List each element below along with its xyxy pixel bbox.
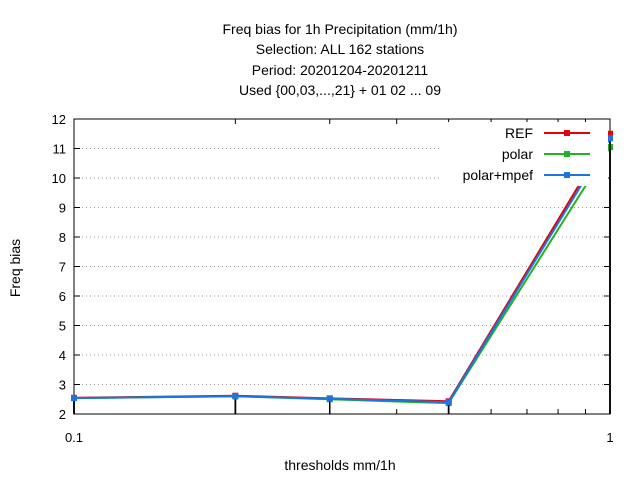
data-point [71,395,77,402]
y-tick-label: 8 [59,230,66,245]
y-tick-label: 9 [59,201,66,216]
y-tick-label: 11 [53,142,67,157]
legend-marker [564,130,570,136]
x-axis-label: thresholds mm/1h [284,457,395,473]
grid-lines [74,148,610,385]
y-tick-label: 7 [59,260,66,275]
data-point [607,130,613,137]
chart-title: Freq bias for 1h Precipitation (mm/1h) [223,21,458,37]
data-point [232,393,239,400]
legend-marker [564,151,570,157]
y-tick-label: 6 [59,289,66,304]
legend: REF polar polar+mpef [440,122,608,186]
x-tick-label: 1 [606,430,613,445]
chart-subtitle-period: Period: 20201204-20201211 [252,62,429,78]
y-axis-ticks: 2 3 4 5 6 7 8 9 10 11 12 [52,112,610,422]
y-tick-label: 12 [52,112,66,127]
chart-titles: Freq bias for 1h Precipitation (mm/1h) S… [223,21,458,98]
data-point [607,135,613,142]
chart-subtitle-selection: Selection: ALL 162 stations [256,41,424,57]
x-tick-label: 0.1 [65,430,83,445]
chart-subtitle-used: Used {00,03,...,21} + 01 02 ... 09 [239,82,441,98]
legend-label: polar+mpef [463,167,534,183]
y-tick-label: 3 [59,378,66,393]
legend-marker [564,172,570,178]
y-tick-label: 4 [59,348,66,363]
y-tick-label: 10 [52,171,66,186]
legend-label: polar [502,146,533,162]
y-tick-label: 5 [59,319,66,334]
series-polar-mpef [71,135,613,414]
legend-label: REF [505,125,533,141]
data-point [445,399,452,406]
y-axis-label: Freq bias [7,239,23,297]
series-lines [71,130,613,414]
y-tick-label: 2 [59,407,66,422]
data-point [326,395,333,402]
